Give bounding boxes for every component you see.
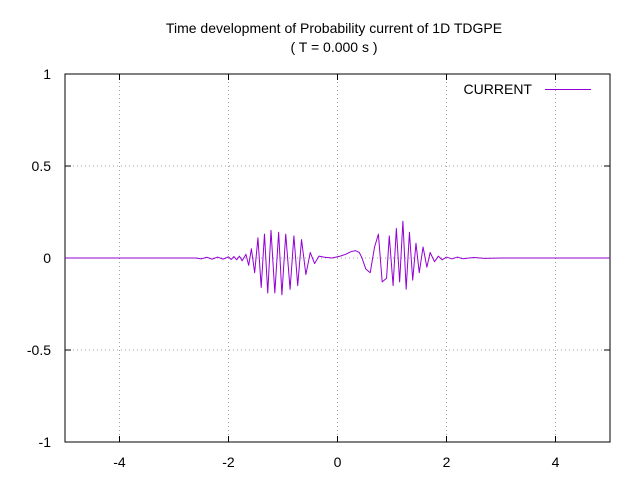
chart-subtitle: ( T = 0.000 s ) (290, 39, 377, 55)
y-tick-label-3: 0.5 (32, 158, 52, 174)
x-tick-label-2: 0 (334, 454, 342, 470)
y-tick-label-0: -1 (39, 434, 52, 450)
y-tick-label-1: -0.5 (27, 342, 51, 358)
x-tick-label-0: -4 (113, 454, 126, 470)
y-tick-label-2: 0 (43, 250, 51, 266)
y-tick-label-4: 1 (43, 66, 51, 82)
series-line-current (65, 220, 610, 296)
chart-title: Time development of Probability current … (166, 20, 502, 36)
tick-labels: -4 -2 0 2 4 -1 -0.5 0 0.5 1 (27, 66, 560, 470)
legend-label-current: CURRENT (464, 81, 533, 97)
x-tick-label-3: 2 (443, 454, 451, 470)
series-layer (65, 220, 610, 296)
x-tick-label-1: -2 (222, 454, 235, 470)
legend: CURRENT (464, 81, 591, 97)
x-tick-label-4: 4 (552, 454, 560, 470)
